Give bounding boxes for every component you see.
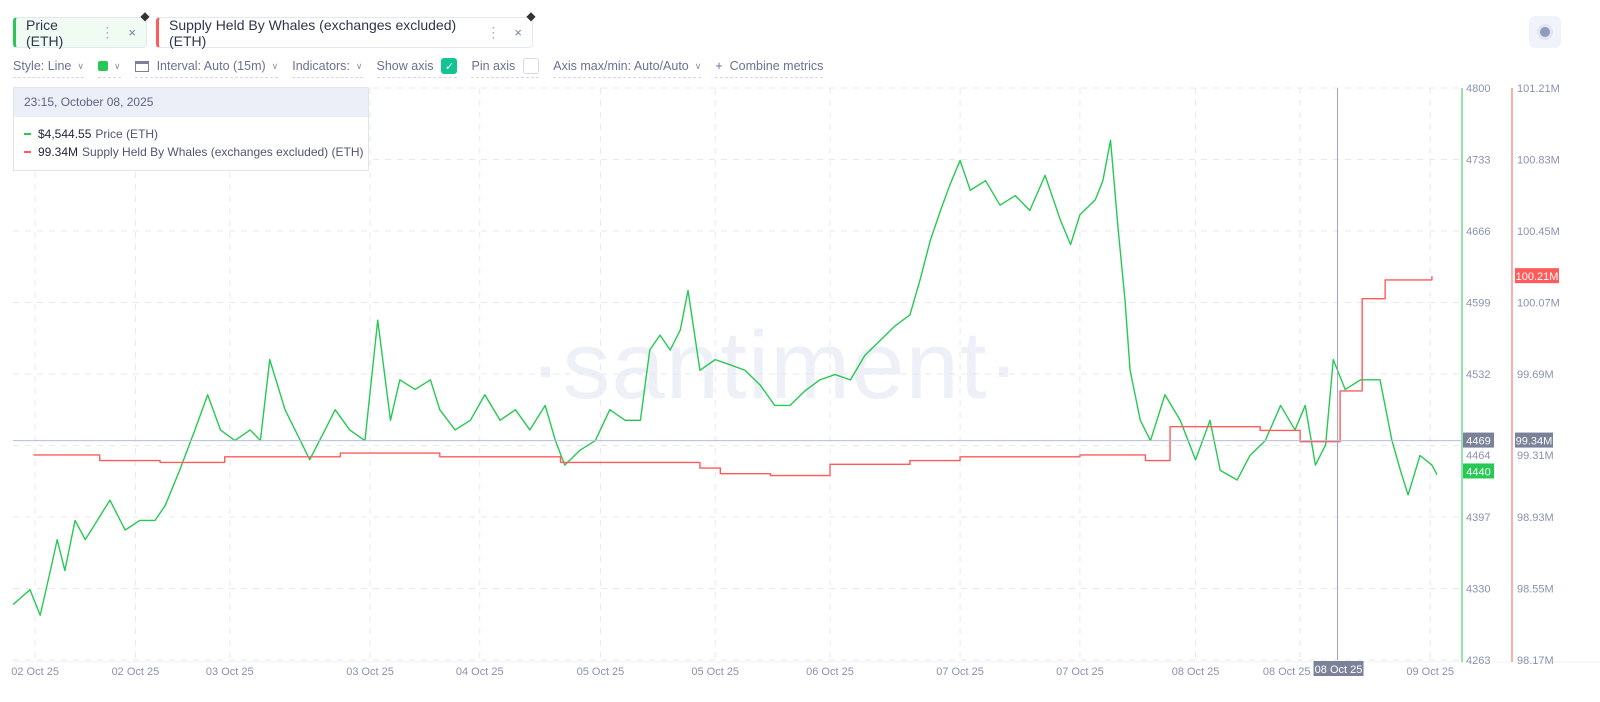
show-axis-label: Show axis <box>376 59 434 73</box>
ethereum-icon: ◆ <box>526 9 536 23</box>
last-supply-label-bg <box>1515 268 1559 284</box>
x-axis-tick: 02 Oct 25 <box>112 666 160 678</box>
price-axis-tick: 4532 <box>1466 369 1490 381</box>
combine-label: Combine metrics <box>729 59 824 73</box>
checkbox-checked[interactable]: ✓ <box>441 58 458 74</box>
legend-swatch <box>24 151 31 153</box>
legend-swatch <box>24 133 31 135</box>
supply-axis-tick: 101.21M <box>1517 83 1560 95</box>
x-axis-tick: 07 Oct 25 <box>936 666 984 678</box>
more-options-icon[interactable]: ⋮ <box>100 24 115 40</box>
last-price-label: 4440 <box>1466 466 1490 478</box>
price-line <box>12 139 1438 616</box>
x-axis-tick: 02 Oct 25 <box>11 666 59 678</box>
x-axis-tick: 04 Oct 25 <box>456 666 504 678</box>
combine-metrics-button[interactable]: + Combine metrics <box>715 58 824 78</box>
chart-toolbar: Style: Line ∨ ∨ Interval: Auto (15m) ∨ Ind… <box>13 58 837 78</box>
price-axis-tick: 4397 <box>1466 512 1490 524</box>
indicators-dropdown[interactable]: Indicators: ∨ <box>292 58 363 78</box>
crosshair-supply-label: 99.34M <box>1516 436 1553 448</box>
supply-axis-tick: 98.93M <box>1517 512 1554 524</box>
price-label: Price (ETH) <box>95 127 159 141</box>
last-supply-label: 100.21M <box>1516 271 1559 283</box>
crosshair-price-label: 4469 <box>1466 436 1490 448</box>
x-axis-tick: 03 Oct 25 <box>206 666 254 678</box>
price-axis-tick: 4263 <box>1466 655 1490 667</box>
calendar-icon <box>134 60 149 72</box>
x-axis-tick: 08 Oct 25 <box>1263 666 1311 678</box>
last-price-label-bg <box>1463 463 1494 479</box>
metric-chip-whale-supply[interactable]: Supply Held By Whales (exchanges exclude… <box>156 9 536 49</box>
chevron-down-icon: ∨ <box>77 60 84 71</box>
x-axis-tick: 08 Oct 25 <box>1172 666 1220 678</box>
supply-axis-tick: 99.69M <box>1517 369 1554 381</box>
pin-axis-toggle[interactable]: Pin axis <box>471 58 540 78</box>
tooltip-row-supply: 99.34M Supply Held By Whales (exchanges e… <box>14 143 368 161</box>
metric-label: Price (ETH) <box>26 16 64 49</box>
crosshair-price-label-bg <box>1463 432 1494 448</box>
supply-value: 99.34M <box>38 145 79 159</box>
close-icon[interactable]: × <box>128 25 136 40</box>
chevron-down-icon: ∨ <box>113 60 121 71</box>
ethereum-icon: ◆ <box>140 9 150 23</box>
color-dropdown[interactable]: ∨ <box>97 58 121 78</box>
price-axis-tick: 4464 <box>1466 450 1490 462</box>
price-value: $4,544.55 <box>38 127 92 141</box>
price-axis-tick: 4733 <box>1466 155 1490 167</box>
indicators-label: Indicators: <box>292 59 350 73</box>
price-axis-tick: 4330 <box>1466 584 1490 596</box>
supply-axis-tick: 100.83M <box>1517 155 1560 167</box>
chevron-down-icon: ∨ <box>694 60 702 71</box>
color-swatch <box>97 61 108 71</box>
crosshair-supply-label-bg <box>1515 432 1553 448</box>
show-axis-toggle[interactable]: Show axis ✓ <box>376 58 458 78</box>
more-options-icon[interactable]: ⋮ <box>486 24 501 40</box>
x-axis-tick: 09 Oct 25 <box>1406 666 1454 678</box>
supply-axis-tick: 100.45M <box>1517 226 1560 238</box>
dot-icon <box>1540 27 1550 37</box>
close-icon[interactable]: × <box>514 25 522 40</box>
chart-settings-button[interactable] <box>1529 16 1561 48</box>
x-axis-tick: 06 Oct 25 <box>806 666 854 678</box>
tooltip-row-price: $4,544.55 Price (ETH) <box>14 125 368 143</box>
interval-dropdown[interactable]: Interval: Auto (15m) ∨ <box>134 58 279 78</box>
price-axis-tick: 4666 <box>1466 226 1490 238</box>
chevron-down-icon: ∨ <box>271 60 279 71</box>
style-label: Style: Line <box>13 59 72 73</box>
x-axis-tick: 05 Oct 25 <box>691 666 739 678</box>
x-axis-tick: 03 Oct 25 <box>346 666 394 678</box>
axis-maxmin-dropdown[interactable]: Axis max/min: Auto/Auto ∨ <box>553 58 702 78</box>
supply-label: Supply Held By Whales (exchanges exclude… <box>82 145 364 159</box>
pin-axis-label: Pin axis <box>471 59 516 73</box>
interval-label: Interval: Auto (15m) <box>156 59 266 73</box>
crosshair-x-label: 08 Oct 25 <box>1315 664 1363 676</box>
style-dropdown[interactable]: Style: Line ∨ <box>13 58 84 78</box>
chevron-down-icon: ∨ <box>355 60 363 71</box>
metric-chip-price[interactable]: Price (ETH) ⋮ × ◆ <box>13 9 150 49</box>
whale-supply-line <box>33 276 1433 477</box>
supply-axis-tick: 98.17M <box>1517 655 1554 667</box>
supply-axis-tick: 100.07M <box>1517 298 1560 310</box>
supply-axis-tick: 98.55M <box>1517 584 1554 596</box>
x-axis-tick: 07 Oct 25 <box>1056 666 1104 678</box>
hover-tooltip: 23:15, October 08, 2025 $4,544.55 Price (… <box>13 87 369 171</box>
price-axis-tick: 4599 <box>1466 298 1490 310</box>
supply-axis-tick: 99.31M <box>1517 450 1554 462</box>
x-axis-tick: 05 Oct 25 <box>577 666 625 678</box>
metric-label: Supply Held By Whales (exchanges exclude… <box>169 16 457 49</box>
axis-maxmin-label: Axis max/min: Auto/Auto <box>553 59 689 73</box>
price-axis-tick: 4800 <box>1466 83 1490 95</box>
watermark: ·santiment· <box>529 312 1020 419</box>
tooltip-date: 23:15, October 08, 2025 <box>14 88 368 117</box>
crosshair-x-label-bg <box>1313 661 1364 676</box>
checkbox-unchecked[interactable] <box>523 58 540 74</box>
plus-icon: + <box>715 59 723 73</box>
